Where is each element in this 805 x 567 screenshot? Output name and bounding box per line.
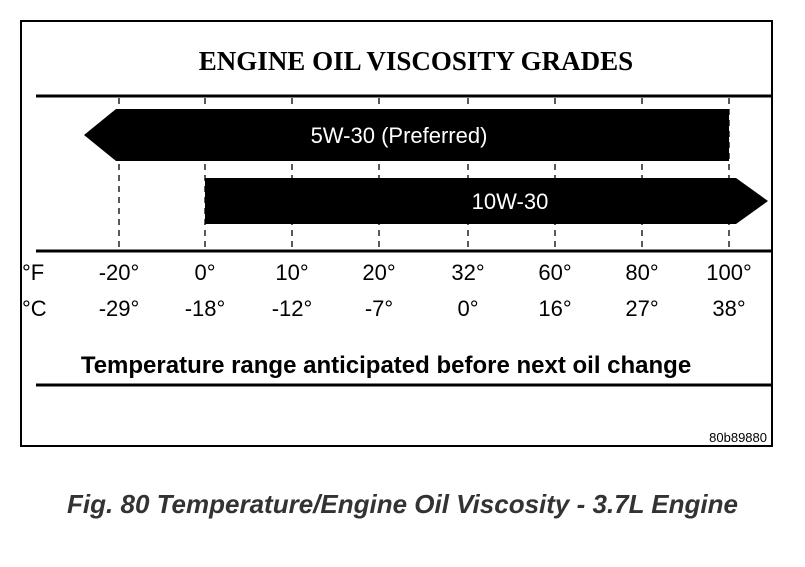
x-axis-label: Temperature range anticipated before nex… <box>81 352 691 379</box>
grade-bar-label-1: 10W-30 <box>472 189 549 214</box>
tick-label-c-7: 38° <box>712 296 745 321</box>
chart-title: ENGINE OIL VISCOSITY GRADES <box>199 46 633 76</box>
grade-bar-0 <box>84 109 729 161</box>
tick-label-f-5: 60° <box>538 260 571 285</box>
tick-label-f-4: 32° <box>451 260 484 285</box>
tick-label-c-4: 0° <box>457 296 478 321</box>
figure-code: 80b89880 <box>709 430 767 445</box>
tick-label-c-5: 16° <box>538 296 571 321</box>
tick-label-c-1: -18° <box>185 296 226 321</box>
grade-bar-label-0: 5W-30 (Preferred) <box>311 123 488 148</box>
figure-caption: Fig. 80 Temperature/Engine Oil Viscosity… <box>67 489 738 519</box>
tick-label-f-6: 80° <box>625 260 658 285</box>
tick-label-f-3: 20° <box>362 260 395 285</box>
chart-frame: ENGINE OIL VISCOSITY GRADES 5W-30 (Prefe… <box>20 20 773 447</box>
grade-bar-1 <box>205 178 768 224</box>
tick-label-c-6: 27° <box>625 296 658 321</box>
tick-label-c-3: -7° <box>365 296 393 321</box>
tick-label-f-1: 0° <box>194 260 215 285</box>
tick-label-f-2: 10° <box>275 260 308 285</box>
tick-label-f-0: -20° <box>99 260 140 285</box>
tick-label-c-0: -29° <box>99 296 140 321</box>
unit-fahrenheit: °F <box>22 260 44 285</box>
tick-labels: -20° 0° 10° 20° 32° 60° 80° 100° -29° -18° -12° -7°… <box>99 260 752 321</box>
tick-label-f-7: 100° <box>706 260 752 285</box>
unit-celsius: °C <box>22 296 47 321</box>
viscosity-chart: ENGINE OIL VISCOSITY GRADES 5W-30 (Prefe… <box>22 46 771 445</box>
grade-bars: 5W-30 (Preferred) 10W-30 <box>84 109 768 224</box>
tick-label-c-2: -12° <box>272 296 313 321</box>
